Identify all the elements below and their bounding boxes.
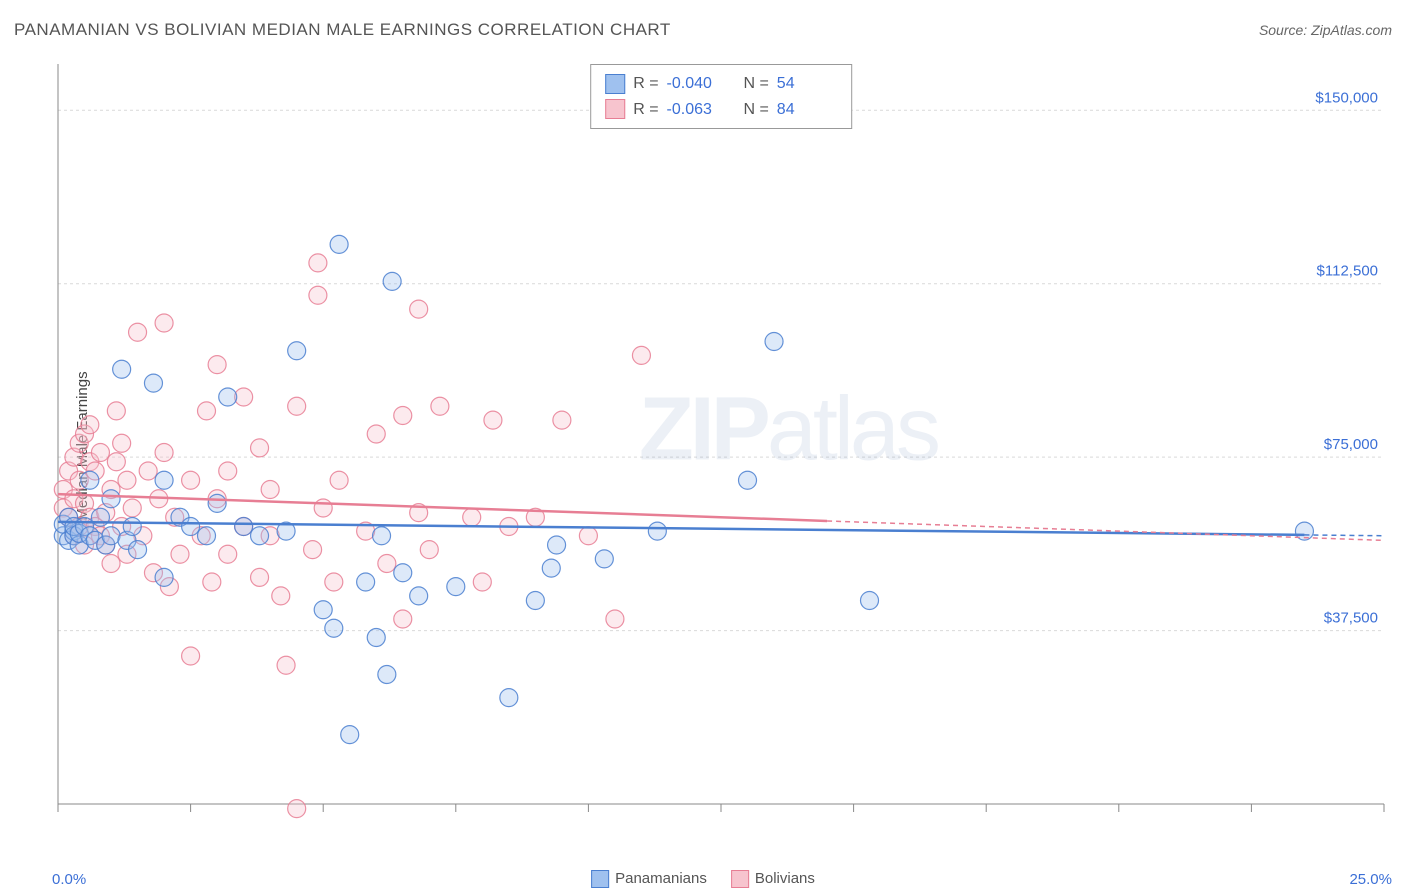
source-name: ZipAtlas.com xyxy=(1311,22,1392,38)
legend-r-value: -0.063 xyxy=(667,97,727,123)
legend-row: R = -0.063 N = 84 xyxy=(605,97,837,123)
svg-text:$75,000: $75,000 xyxy=(1324,436,1378,453)
legend-n-label: N = xyxy=(735,71,769,97)
x-axis-min-label: 0.0% xyxy=(52,871,86,888)
series-legend-item: Panamanians xyxy=(591,870,707,888)
correlation-legend: R = -0.040 N = 54R = -0.063 N = 84 xyxy=(590,64,852,129)
legend-n-label: N = xyxy=(735,97,769,123)
series-legend-label: Bolivians xyxy=(755,870,815,887)
x-axis-max-label: 25.0% xyxy=(1349,871,1392,888)
legend-n-value: 54 xyxy=(777,71,837,97)
svg-text:$150,000: $150,000 xyxy=(1315,89,1378,106)
svg-text:$112,500: $112,500 xyxy=(1317,263,1378,280)
scatter-plot-svg: $37,500 $75,000 $112,500 $150,000 xyxy=(52,56,1390,836)
legend-r-label: R = xyxy=(633,71,658,97)
legend-r-label: R = xyxy=(633,97,658,123)
legend-row: R = -0.040 N = 54 xyxy=(605,71,837,97)
series-legend-swatch xyxy=(731,870,749,888)
source-attribution: Source: ZipAtlas.com xyxy=(1259,22,1392,38)
series-legend-swatch xyxy=(591,870,609,888)
chart-plot-area: ZIPatlas $37,500$75,000$112,500$150,000 … xyxy=(52,56,1390,836)
series-legend-item: Bolivians xyxy=(731,870,815,888)
chart-title: PANAMANIAN VS BOLIVIAN MEDIAN MALE EARNI… xyxy=(14,20,671,40)
legend-n-value: 84 xyxy=(777,97,837,123)
svg-text:$37,500: $37,500 xyxy=(1324,610,1378,627)
legend-r-value: -0.040 xyxy=(667,71,727,97)
source-prefix: Source: xyxy=(1259,22,1311,38)
legend-swatch xyxy=(605,99,625,119)
chart-header: PANAMANIAN VS BOLIVIAN MEDIAN MALE EARNI… xyxy=(14,20,1392,40)
series-legend-label: Panamanians xyxy=(615,870,707,887)
legend-swatch xyxy=(605,74,625,94)
series-legend: Panamanians Bolivians xyxy=(591,870,815,888)
